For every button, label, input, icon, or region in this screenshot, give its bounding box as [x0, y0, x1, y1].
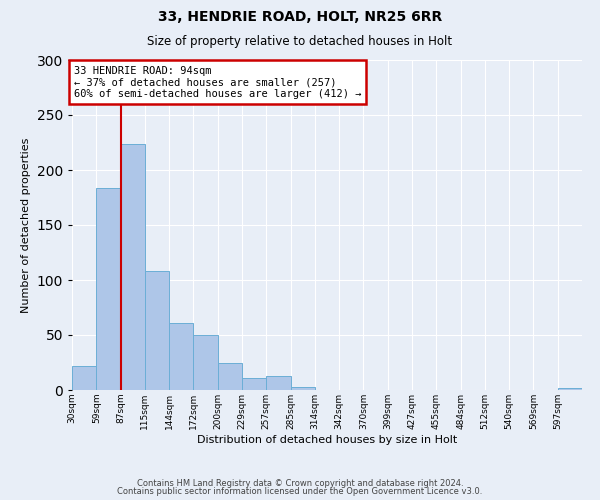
Bar: [242, 378, 266, 390]
Bar: [169, 323, 193, 390]
X-axis label: Distribution of detached houses by size in Holt: Distribution of detached houses by size …: [197, 434, 457, 444]
Text: Contains HM Land Registry data © Crown copyright and database right 2024.: Contains HM Land Registry data © Crown c…: [137, 478, 463, 488]
Bar: [193, 335, 218, 390]
Bar: [121, 144, 145, 390]
Bar: [266, 376, 290, 390]
Y-axis label: Number of detached properties: Number of detached properties: [21, 138, 31, 312]
Bar: [96, 188, 121, 390]
Text: Size of property relative to detached houses in Holt: Size of property relative to detached ho…: [148, 35, 452, 48]
Bar: [290, 386, 315, 390]
Bar: [558, 388, 582, 390]
Bar: [218, 362, 242, 390]
Bar: [72, 366, 96, 390]
Bar: [145, 271, 169, 390]
Text: Contains public sector information licensed under the Open Government Licence v3: Contains public sector information licen…: [118, 487, 482, 496]
Text: 33 HENDRIE ROAD: 94sqm
← 37% of detached houses are smaller (257)
60% of semi-de: 33 HENDRIE ROAD: 94sqm ← 37% of detached…: [74, 66, 361, 98]
Text: 33, HENDRIE ROAD, HOLT, NR25 6RR: 33, HENDRIE ROAD, HOLT, NR25 6RR: [158, 10, 442, 24]
